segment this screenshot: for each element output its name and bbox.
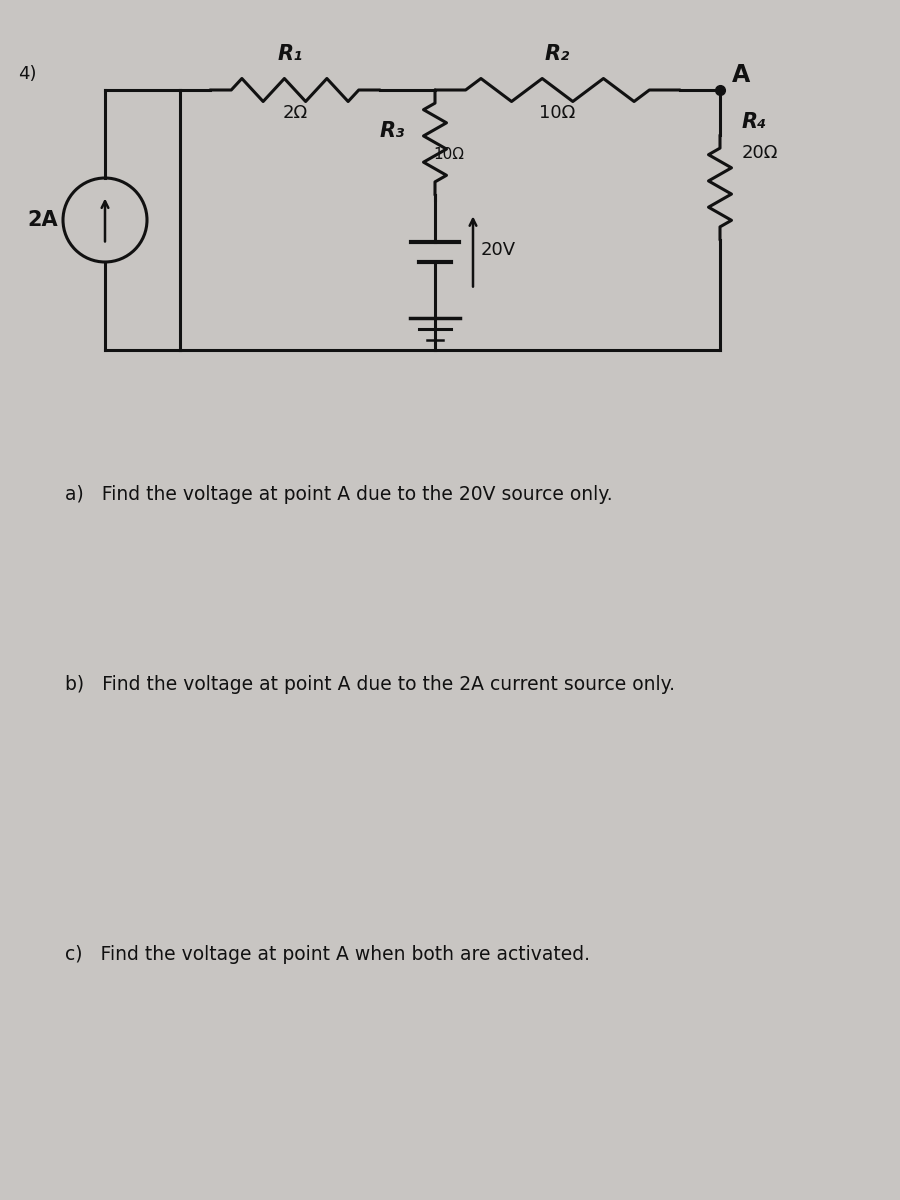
- Text: R₂: R₂: [544, 44, 570, 64]
- Text: 20Ω: 20Ω: [742, 144, 778, 162]
- Text: b)   Find the voltage at point A due to the 2A current source only.: b) Find the voltage at point A due to th…: [65, 674, 675, 694]
- Text: 2A: 2A: [28, 210, 58, 230]
- Text: 10Ω: 10Ω: [539, 104, 576, 122]
- Text: R₁: R₁: [277, 44, 302, 64]
- Text: 20V: 20V: [481, 240, 516, 258]
- Text: A: A: [732, 62, 751, 86]
- Text: 10Ω: 10Ω: [433, 146, 464, 162]
- Text: a)   Find the voltage at point A due to the 20V source only.: a) Find the voltage at point A due to th…: [65, 485, 613, 504]
- Text: 2Ω: 2Ω: [283, 104, 308, 122]
- Text: c)   Find the voltage at point A when both are activated.: c) Find the voltage at point A when both…: [65, 946, 590, 964]
- Text: R₄: R₄: [742, 113, 767, 132]
- Text: 4): 4): [18, 65, 37, 83]
- Text: R₃: R₃: [380, 120, 405, 140]
